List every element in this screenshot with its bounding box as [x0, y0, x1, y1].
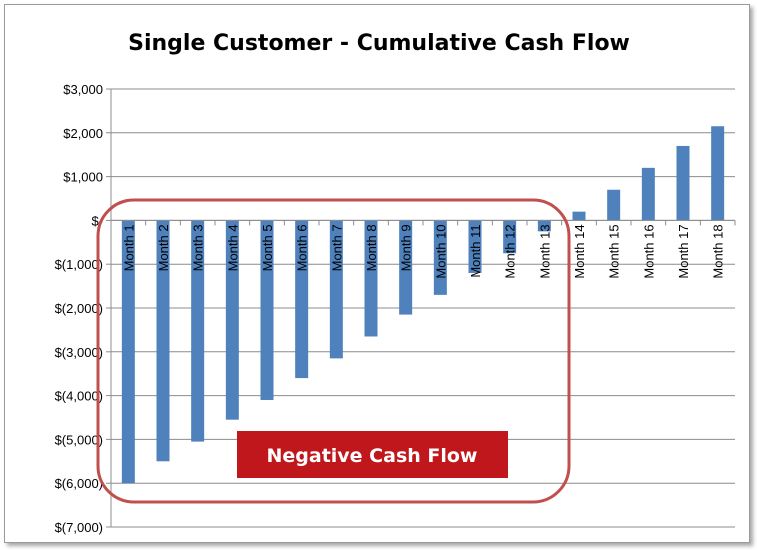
y-tick-label: $(1,000)	[55, 257, 103, 272]
bar-month-7	[329, 220, 343, 359]
x-tick-label: Month 16	[641, 224, 656, 278]
bar-month-14	[572, 211, 586, 221]
chart-title: Single Customer - Cumulative Cash Flow	[128, 31, 630, 56]
x-tick-label: Month 6	[295, 224, 310, 271]
x-tick-label: Month 9	[399, 224, 414, 271]
bar-month-17	[676, 145, 690, 221]
annotation-label: Negative Cash Flow	[266, 445, 477, 467]
x-tick-label: Month 1	[121, 224, 136, 271]
y-tick-label: $-	[91, 213, 103, 228]
bar-month-15	[607, 189, 621, 221]
bars	[121, 126, 725, 484]
bar-month-10	[433, 220, 447, 295]
negative-cash-flow-annotation: Negative Cash Flow	[96, 198, 571, 504]
y-tick-label: $(3,000)	[55, 345, 103, 360]
bar-month-16	[641, 167, 655, 221]
x-axis-ticks: Month 1 Month 2 Month 3 Month 4 Month 5 Month…	[121, 224, 725, 278]
x-tick-label: Month 7	[329, 224, 344, 271]
bar-month-9	[399, 220, 413, 315]
bar-month-3	[191, 220, 205, 442]
chart-frame: Single Customer - Cumulative Cash Flow $…	[4, 4, 750, 543]
x-tick-label: Month 18	[711, 224, 726, 278]
x-tick-label: Month 17	[676, 224, 691, 278]
annotation-label-box	[237, 431, 508, 478]
x-tick-label: Month 4	[225, 224, 240, 271]
annotation-outline	[96, 198, 571, 504]
bar-month-1	[121, 220, 135, 484]
x-tick-label: Month 12	[503, 224, 518, 278]
bar-month-13	[537, 220, 551, 232]
x-tick-label: Month 14	[572, 224, 587, 278]
x-tick-label: Month 13	[537, 224, 552, 278]
bar-month-8	[364, 220, 378, 337]
x-tick-label: Month 8	[364, 224, 379, 271]
x-tick-label: Month 2	[156, 224, 171, 271]
y-tick-label: $(4,000)	[55, 389, 103, 404]
y-tick-label: $1,000	[63, 170, 103, 185]
x-tick-label: Month 11	[468, 224, 483, 277]
bar-month-2	[156, 220, 170, 462]
y-tick-label: $(5,000)	[55, 432, 103, 447]
y-tick-label: $(6,000)	[55, 476, 103, 491]
axes	[110, 89, 736, 527]
x-tick-label: Month 15	[607, 224, 622, 278]
bar-month-5	[260, 220, 274, 400]
y-tick-label: $(2,000)	[55, 301, 103, 316]
x-tick-label: Month 3	[191, 224, 206, 271]
bar-month-6	[295, 220, 309, 379]
y-tick-label: $3,000	[63, 82, 103, 97]
bar-month-4	[225, 220, 239, 420]
bar-month-12	[503, 220, 517, 254]
cash-flow-chart: Single Customer - Cumulative Cash Flow $…	[55, 31, 736, 535]
bar-month-18	[711, 126, 725, 221]
y-tick-label: $(7,000)	[55, 520, 103, 535]
y-tick-label: $2,000	[63, 126, 103, 141]
x-tick-label: Month 10	[433, 224, 448, 278]
bar-month-11	[468, 220, 482, 273]
y-axis-ticks: $3,000 $2,000 $1,000 $- $(1,000) $(2,000) $(3,…	[55, 82, 103, 535]
x-tick-label: Month 5	[260, 224, 275, 271]
